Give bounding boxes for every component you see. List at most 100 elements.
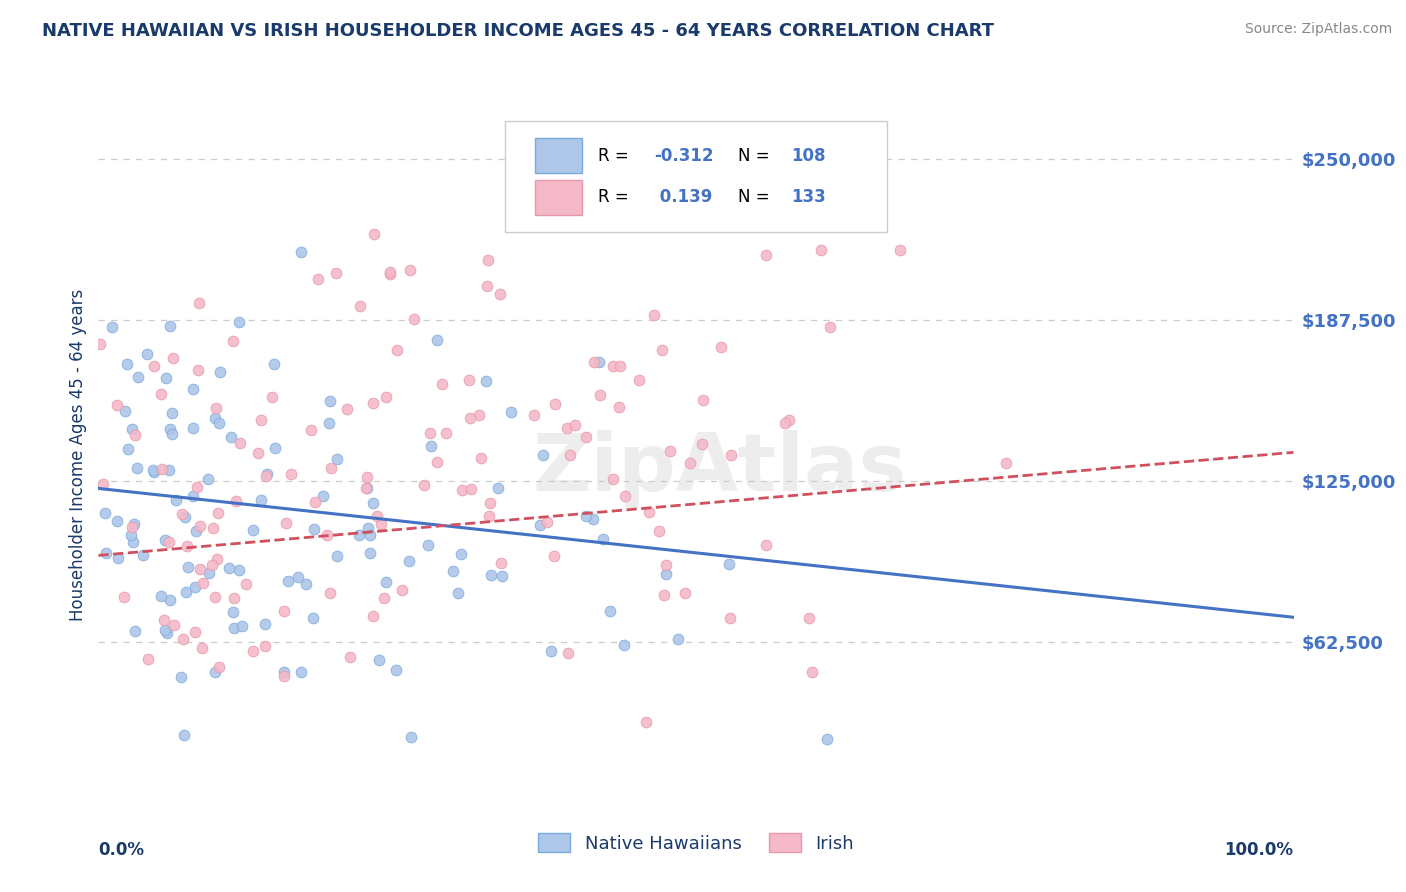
Point bbox=[398, 554, 420, 568]
FancyBboxPatch shape bbox=[534, 180, 582, 215]
Point bbox=[412, 477, 434, 491]
Text: R =: R = bbox=[598, 188, 634, 206]
Point bbox=[222, 334, 245, 348]
Point bbox=[219, 430, 242, 444]
Text: 108: 108 bbox=[792, 147, 827, 165]
Point bbox=[155, 623, 177, 637]
Point bbox=[176, 584, 198, 599]
Point bbox=[254, 469, 277, 483]
Point bbox=[479, 495, 502, 509]
Point bbox=[419, 439, 441, 453]
Point bbox=[419, 426, 441, 441]
Point bbox=[810, 243, 832, 257]
Point bbox=[361, 609, 384, 624]
Point bbox=[652, 588, 675, 602]
Point bbox=[162, 351, 184, 365]
Point bbox=[183, 580, 205, 594]
Point bbox=[170, 670, 193, 684]
Point bbox=[142, 466, 165, 480]
Point bbox=[399, 263, 422, 277]
Point bbox=[190, 518, 212, 533]
Point bbox=[818, 320, 841, 334]
Point bbox=[582, 512, 605, 526]
Point bbox=[354, 481, 377, 495]
Point bbox=[228, 315, 250, 329]
Point bbox=[326, 549, 349, 563]
Point bbox=[470, 450, 492, 465]
Point bbox=[155, 371, 177, 385]
Point bbox=[325, 452, 347, 467]
Point bbox=[718, 611, 741, 625]
Point bbox=[451, 483, 474, 497]
Point bbox=[564, 418, 586, 433]
Point bbox=[378, 265, 401, 279]
Point bbox=[588, 355, 610, 369]
Point bbox=[441, 564, 464, 578]
Point bbox=[363, 396, 385, 410]
Point bbox=[475, 279, 498, 293]
Point bbox=[208, 416, 231, 430]
Point bbox=[558, 448, 581, 462]
Point bbox=[607, 401, 630, 415]
Point bbox=[235, 577, 257, 591]
Point bbox=[198, 566, 221, 581]
Point bbox=[475, 374, 498, 388]
Point bbox=[202, 521, 225, 535]
Point bbox=[325, 266, 347, 280]
Point bbox=[357, 521, 380, 535]
Text: -0.312: -0.312 bbox=[654, 147, 714, 165]
Point bbox=[242, 523, 264, 537]
Point bbox=[204, 665, 226, 680]
Point bbox=[107, 550, 129, 565]
Point bbox=[181, 489, 204, 503]
Point bbox=[187, 295, 209, 310]
Point bbox=[273, 668, 295, 682]
Point bbox=[172, 632, 194, 646]
Point bbox=[531, 448, 554, 462]
Point bbox=[690, 437, 713, 451]
Point bbox=[250, 493, 273, 508]
Point bbox=[135, 347, 157, 361]
Point bbox=[467, 408, 489, 422]
Text: 100.0%: 100.0% bbox=[1225, 841, 1294, 859]
Point bbox=[889, 243, 911, 257]
Point bbox=[222, 605, 245, 619]
Point bbox=[207, 552, 229, 566]
Point bbox=[224, 591, 246, 605]
Point bbox=[294, 576, 316, 591]
Point bbox=[187, 363, 209, 377]
Point bbox=[153, 533, 176, 548]
Point bbox=[160, 406, 183, 420]
Point bbox=[336, 402, 359, 417]
Point bbox=[457, 373, 479, 387]
Point bbox=[450, 547, 472, 561]
Point bbox=[536, 515, 558, 529]
Point bbox=[290, 665, 312, 680]
Point bbox=[773, 417, 796, 431]
Point bbox=[112, 591, 135, 605]
Point bbox=[117, 442, 139, 456]
Point bbox=[717, 558, 740, 572]
Point bbox=[540, 644, 562, 658]
Point bbox=[260, 391, 283, 405]
Point bbox=[229, 435, 252, 450]
Point bbox=[263, 357, 285, 371]
Point bbox=[488, 287, 510, 301]
Point bbox=[318, 416, 340, 430]
Text: 133: 133 bbox=[792, 188, 827, 206]
Point bbox=[172, 507, 194, 521]
Point bbox=[479, 568, 502, 582]
Point bbox=[375, 390, 398, 404]
Point bbox=[159, 318, 181, 333]
Point bbox=[242, 644, 264, 658]
Point bbox=[815, 732, 838, 747]
Point bbox=[204, 410, 226, 425]
Point bbox=[426, 333, 449, 347]
Point bbox=[418, 538, 440, 552]
Point bbox=[205, 401, 228, 416]
Point bbox=[636, 715, 658, 730]
Point bbox=[176, 539, 198, 553]
Point bbox=[124, 624, 146, 639]
Point bbox=[692, 392, 714, 407]
Point bbox=[173, 728, 195, 742]
